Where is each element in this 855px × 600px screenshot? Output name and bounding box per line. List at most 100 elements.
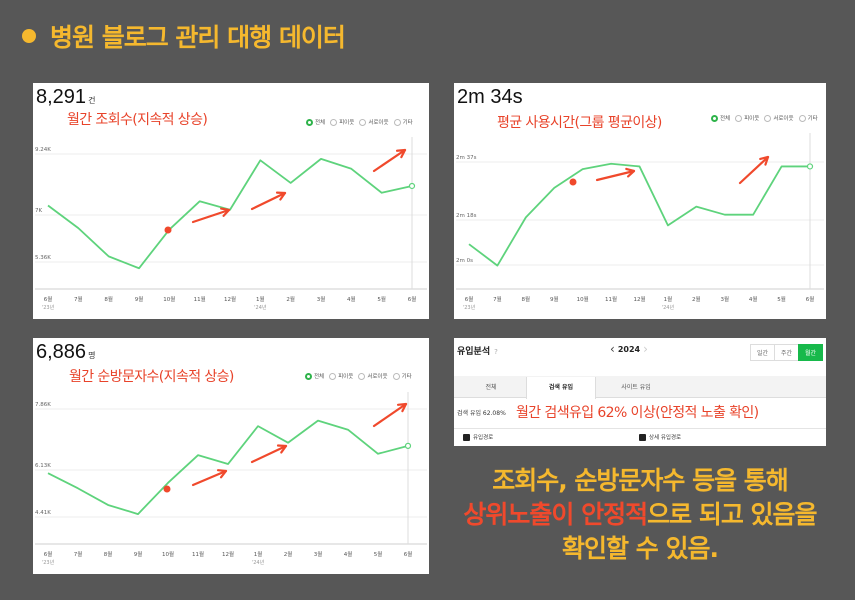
- x-tick-label: 9월: [135, 295, 144, 303]
- legend-item-other[interactable]: 기타: [393, 118, 413, 126]
- chevron-right-icon[interactable]: ›: [643, 342, 648, 356]
- help-icon[interactable]: ?: [494, 348, 498, 356]
- visitors-panel: 6,886 명 월간 순방문자수(지속적 상승) 전체 피이웃 서로이웃 기타 7…: [33, 338, 429, 574]
- time-big-value: 2m 34s: [457, 86, 523, 108]
- conclusion-line-2: 상위노출이 안정적으로 되고 있음을: [440, 498, 840, 532]
- trend-arrow-head: [276, 444, 288, 454]
- route-left-label: 유입경로: [473, 435, 494, 441]
- legend-label: 기타: [401, 374, 412, 380]
- route-left[interactable]: 유입경로: [463, 433, 493, 441]
- year-label: 2024: [617, 344, 641, 354]
- x-tick-label: 6월: [44, 295, 53, 303]
- trend-arrow: [372, 148, 407, 173]
- x-tick-label: 3월: [720, 295, 729, 303]
- legend-item-neighbor[interactable]: 피이웃: [329, 372, 353, 380]
- legend-label: 전체: [314, 374, 325, 380]
- conclusion-highlight: 상위노출이 안정적: [463, 500, 648, 529]
- legend-item-mutual[interactable]: 서로이웃: [358, 372, 388, 380]
- x-tick-label: 10월: [162, 550, 174, 558]
- legend-item-all[interactable]: 전체: [305, 372, 324, 380]
- series-line: [47, 157, 413, 270]
- radio-icon: [359, 118, 367, 126]
- legend-item-neighbor[interactable]: 피이웃: [735, 114, 759, 122]
- page-title: 병원 블로그 관리 대행 데이터: [50, 23, 346, 52]
- x-tick-label: 3월: [317, 295, 326, 303]
- start-marker-dot: [569, 178, 577, 186]
- x-tick-label: 3월: [314, 550, 323, 558]
- x-tick-label: 6월: [465, 295, 474, 303]
- radio-icon: [305, 372, 312, 380]
- x-tick-label: 10월: [163, 295, 175, 303]
- legend-label: 서로이웃: [773, 116, 794, 122]
- legend-label: 피이웃: [744, 116, 760, 122]
- x-tick-label: 9월: [134, 550, 143, 558]
- x-tick-label: 7월: [493, 295, 502, 303]
- legend-item-mutual[interactable]: 서로이웃: [359, 118, 389, 126]
- inflow-annotation: 월간 검색유입 62% 이상(안정적 노출 확인): [516, 405, 759, 421]
- time-annotation: 평균 사용시간(그룹 평균이상): [497, 115, 662, 131]
- chevron-left-icon[interactable]: ‹: [610, 342, 615, 356]
- route-icon: [639, 433, 646, 441]
- x-tick-label: 8월: [104, 295, 113, 303]
- views-panel: 8,291 건 월간 조회수(지속적 상승) 전체 피이웃 서로이웃 기타 9.2…: [33, 83, 429, 319]
- route-right[interactable]: 상세 유입경로: [639, 433, 681, 441]
- trend-arrow-head: [395, 148, 407, 159]
- x-tick-label: 4월: [347, 295, 356, 303]
- legend-label: 피이웃: [338, 374, 354, 380]
- legend-item-all[interactable]: 전체: [711, 114, 730, 122]
- time-chart: 2m 37s 2m 18s 2m 0s 6월 7월 8월 9월 10월 11월 12월 1월 2월 3월…: [456, 133, 824, 311]
- legend-item-other[interactable]: 기타: [392, 372, 412, 380]
- tab-site[interactable]: 사이트 유입: [621, 384, 651, 391]
- y-tick-label: 2m 18s: [456, 213, 477, 219]
- title-row: 병원 블로그 관리 대행 데이터: [14, 16, 346, 56]
- year-label-start: '23년: [463, 304, 476, 311]
- radio-icon: [306, 118, 313, 126]
- inflow-title: 유입분석?: [457, 347, 498, 357]
- legend-label: 서로이웃: [367, 374, 388, 380]
- radio-icon: [358, 372, 366, 380]
- y-tick-label: 5.36K: [35, 255, 51, 261]
- x-tick-label: 12월: [633, 295, 645, 303]
- trend-arrow-head: [275, 191, 287, 201]
- x-tick-label: 5월: [377, 295, 386, 303]
- y-tick-label: 2m 37s: [456, 155, 477, 161]
- legend-item-all[interactable]: 전체: [306, 118, 325, 126]
- x-tick-label: 2월: [284, 550, 293, 558]
- legend-label: 전체: [720, 116, 731, 122]
- year-navigator: ‹ 2024 ›: [610, 342, 648, 356]
- series-line: [47, 419, 409, 515]
- tab-search[interactable]: 검색 유입: [526, 377, 596, 399]
- y-tick-label: 7.86K: [35, 402, 51, 408]
- radio-icon: [764, 114, 772, 122]
- period-daily-button[interactable]: 일간: [750, 344, 776, 361]
- series-line: [468, 162, 810, 267]
- legend-item-neighbor[interactable]: 피이웃: [330, 118, 354, 126]
- legend-label: 전체: [315, 120, 326, 126]
- route-right-label: 상세 유입경로: [649, 435, 682, 441]
- last-data-point: [408, 182, 416, 190]
- visitors-chart: 7.86K 6.13K 4.41K 6월 7월 8월 9월 10월 11월 12월 1월 2월 3월 4월…: [35, 392, 427, 566]
- conclusion-line-2-rest: 으로 되고 있음을: [647, 500, 817, 529]
- period-weekly-button[interactable]: 주간: [774, 344, 800, 361]
- inflow-panel: 유입분석? ‹ 2024 › 일간 주간 월간 전체 검색 유입 사이트 유입 …: [454, 338, 826, 446]
- year-label-end: '24년: [254, 304, 267, 311]
- x-tick-label: 6월: [404, 550, 413, 558]
- trend-arrow: [191, 469, 228, 487]
- radio-icon: [393, 118, 401, 126]
- x-tick-label: 8월: [522, 295, 531, 303]
- start-marker-dot: [163, 485, 171, 493]
- x-tick-label: 6월: [408, 295, 417, 303]
- trend-arrow: [372, 402, 408, 428]
- period-monthly-button[interactable]: 월간: [798, 344, 824, 361]
- legend: 전체 피이웃 서로이웃 기타: [305, 372, 412, 380]
- tab-all[interactable]: 전체: [485, 384, 497, 391]
- y-tick-label: 6.13K: [35, 463, 51, 469]
- x-tick-label: 11월: [605, 295, 617, 303]
- y-tick-label: 4.41K: [35, 510, 51, 516]
- x-tick-label: 12월: [224, 295, 236, 303]
- conclusion-text: 조회수, 순방문자수 등을 통해 상위노출이 안정적으로 되고 있음을 확인할 …: [440, 464, 840, 566]
- views-unit: 건: [88, 96, 96, 105]
- legend-item-other[interactable]: 기타: [798, 114, 818, 122]
- conclusion-line-3: 확인할 수 있음.: [562, 534, 719, 563]
- legend-item-mutual[interactable]: 서로이웃: [764, 114, 794, 122]
